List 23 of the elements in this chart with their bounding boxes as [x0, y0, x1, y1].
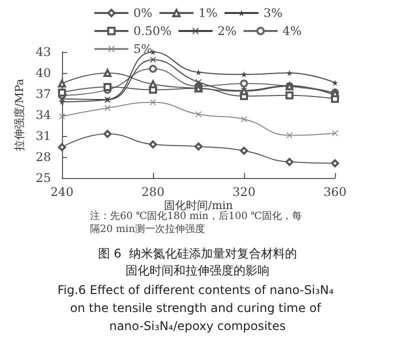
legend-label: 0% [133, 6, 152, 20]
legend-label: 5% [133, 42, 152, 56]
legend-label: 2% [218, 24, 237, 38]
x-tick-label: 320 [232, 185, 256, 199]
y-tick-label: 43 [36, 45, 51, 59]
y-tick-label: 31 [36, 129, 51, 143]
x-axis-title: 固化时间/min [164, 199, 233, 212]
x-tick-label: 360 [324, 185, 346, 199]
text: Fig.6 Effect of different contents of nano-Si₃N₄ on the tensile strength and curing time of nano-Si₃N₄/epoxy composites [58, 283, 338, 333]
legend-label: 3% [263, 6, 283, 20]
legend-label: 0.50% [133, 24, 172, 38]
y-tick-label: 34 [36, 108, 52, 122]
y-tick-label: 37 [36, 87, 51, 101]
y-axis-title: 拉伸强度/MPa [12, 78, 26, 152]
legend-label: 4% [282, 24, 302, 38]
x-tick-label: 280 [142, 185, 164, 199]
y-tick-label: 25 [36, 171, 51, 185]
text: 图 6 纳米氮化硅添加量对复合材料的固化时间和拉伸强度的影响 [98, 246, 298, 278]
y-tick-label: 28 [36, 150, 51, 164]
legend-label: 1% [198, 6, 218, 20]
text: 注：先60 ℃固化180 min，后100 ℃固化，每隔20 min测一次拉伸强度 [90, 210, 302, 235]
x-tick-label: 240 [50, 185, 74, 199]
y-tick-label: 40 [36, 66, 51, 80]
